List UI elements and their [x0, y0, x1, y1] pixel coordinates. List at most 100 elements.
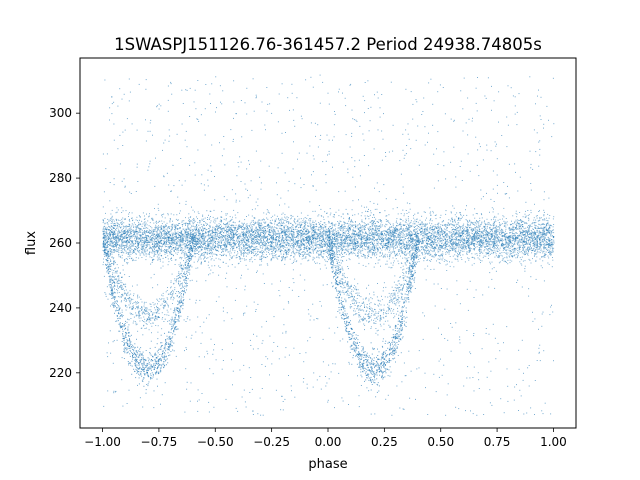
data-point: [233, 240, 235, 242]
data-point: [268, 227, 270, 229]
data-point: [258, 243, 260, 245]
data-point: [283, 251, 285, 253]
data-point: [117, 235, 119, 237]
data-point: [292, 248, 294, 250]
data-point: [517, 257, 518, 259]
data-point: [168, 233, 170, 235]
data-point: [379, 238, 381, 240]
data-point: [392, 226, 394, 228]
data-point: [227, 231, 229, 233]
data-point: [165, 233, 167, 235]
data-point: [321, 250, 323, 252]
data-point: [427, 252, 429, 254]
data-point: [276, 233, 278, 235]
data-point: [374, 255, 376, 257]
data-point: [143, 253, 145, 255]
data-point: [291, 252, 293, 254]
data-point: [234, 243, 236, 245]
data-point: [303, 244, 305, 246]
data-point: [216, 224, 218, 226]
data-point: [121, 248, 123, 250]
data-point: [141, 245, 143, 247]
data-point: [389, 242, 391, 244]
data-point: [250, 236, 252, 238]
data-point: [184, 243, 186, 244]
data-point: [516, 242, 518, 244]
data-point: [237, 235, 239, 237]
data-point: [317, 235, 319, 237]
data-point: [423, 233, 425, 235]
data-point: [234, 227, 235, 228]
data-point: [191, 251, 193, 253]
data-point: [488, 232, 490, 234]
data-point: [240, 251, 242, 253]
data-point: [286, 254, 287, 256]
data-point: [498, 240, 500, 242]
data-point: [405, 218, 407, 220]
data-point: [310, 218, 312, 220]
data-point: [294, 258, 296, 260]
data-point: [132, 251, 134, 253]
data-point: [212, 246, 214, 248]
data-point: [255, 238, 257, 240]
data-point: [117, 222, 119, 224]
data-point: [270, 232, 272, 234]
data-point: [328, 255, 330, 256]
data-point: [157, 233, 159, 235]
data-point: [214, 229, 216, 231]
data-point: [473, 257, 475, 259]
data-point: [230, 256, 232, 258]
data-point: [243, 239, 245, 241]
data-point: [504, 223, 506, 225]
data-point: [235, 288, 237, 289]
data-point: [262, 241, 264, 243]
data-point: [478, 258, 480, 260]
data-point: [226, 228, 227, 230]
data-point: [360, 236, 362, 237]
data-point: [253, 237, 255, 239]
data-point: [177, 224, 179, 226]
data-point: [286, 253, 288, 255]
data-point: [275, 251, 276, 253]
data-point: [142, 233, 144, 235]
data-point: [455, 231, 457, 233]
data-point: [251, 251, 253, 253]
data-point: [232, 216, 233, 218]
data-point: [217, 217, 219, 219]
data-point: [183, 228, 185, 230]
data-point: [497, 250, 499, 252]
data-point: [137, 230, 139, 232]
data-point: [321, 241, 323, 243]
data-point: [458, 243, 460, 245]
data-point: [527, 229, 529, 231]
data-point: [410, 225, 411, 227]
data-point: [452, 248, 454, 250]
data-point: [367, 236, 369, 238]
data-point: [509, 229, 511, 231]
data-point: [224, 243, 226, 245]
data-point: [463, 214, 465, 216]
data-point: [388, 231, 390, 233]
data-point: [279, 248, 281, 250]
data-point: [516, 233, 518, 234]
data-point: [368, 230, 370, 231]
data-point: [360, 226, 362, 228]
data-point: [112, 219, 114, 221]
data-point: [134, 224, 136, 226]
data-point: [343, 229, 344, 231]
data-point: [348, 242, 350, 244]
data-point: [264, 227, 266, 229]
data-point: [542, 252, 544, 254]
data-point: [409, 244, 411, 246]
data-point: [292, 250, 294, 252]
data-point: [139, 238, 141, 239]
data-point: [401, 248, 403, 250]
data-point: [202, 227, 203, 229]
data-point: [240, 226, 242, 228]
data-point: [298, 251, 300, 253]
data-point: [258, 242, 260, 243]
data-point: [508, 255, 510, 257]
data-point: [477, 237, 479, 239]
data-point: [112, 240, 114, 242]
data-point: [264, 234, 265, 236]
